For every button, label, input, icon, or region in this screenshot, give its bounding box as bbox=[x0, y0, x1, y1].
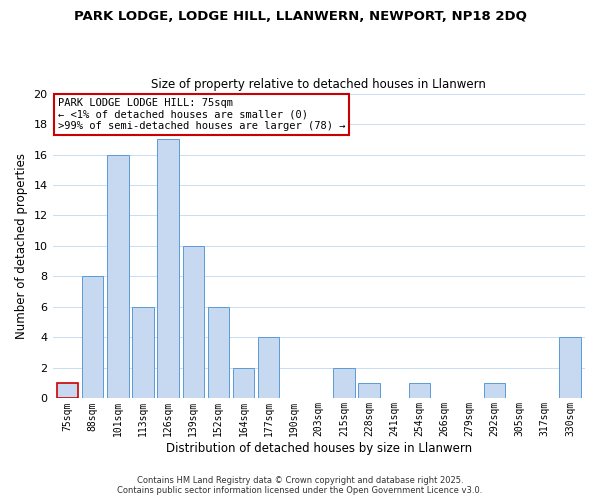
Bar bbox=[107, 154, 128, 398]
Bar bbox=[82, 276, 103, 398]
Bar bbox=[132, 307, 154, 398]
Text: Contains HM Land Registry data © Crown copyright and database right 2025.
Contai: Contains HM Land Registry data © Crown c… bbox=[118, 476, 482, 495]
Bar bbox=[157, 140, 179, 398]
Bar bbox=[484, 383, 505, 398]
Title: Size of property relative to detached houses in Llanwern: Size of property relative to detached ho… bbox=[151, 78, 486, 91]
Bar bbox=[409, 383, 430, 398]
Bar bbox=[559, 338, 581, 398]
Y-axis label: Number of detached properties: Number of detached properties bbox=[15, 153, 28, 339]
Bar bbox=[182, 246, 204, 398]
Text: PARK LODGE, LODGE HILL, LLANWERN, NEWPORT, NP18 2DQ: PARK LODGE, LODGE HILL, LLANWERN, NEWPOR… bbox=[74, 10, 526, 23]
Bar bbox=[258, 338, 279, 398]
Bar bbox=[208, 307, 229, 398]
Bar bbox=[57, 383, 78, 398]
Bar bbox=[233, 368, 254, 398]
Bar bbox=[358, 383, 380, 398]
Bar bbox=[333, 368, 355, 398]
Text: PARK LODGE LODGE HILL: 75sqm
← <1% of detached houses are smaller (0)
>99% of se: PARK LODGE LODGE HILL: 75sqm ← <1% of de… bbox=[58, 98, 346, 132]
X-axis label: Distribution of detached houses by size in Llanwern: Distribution of detached houses by size … bbox=[166, 442, 472, 455]
